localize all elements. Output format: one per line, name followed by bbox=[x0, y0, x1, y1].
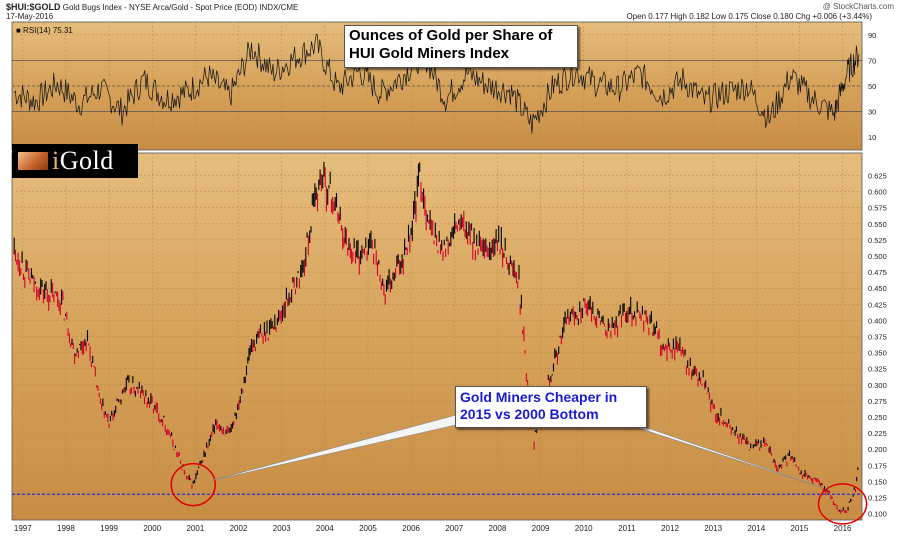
y-tick-label: 0.100 bbox=[868, 510, 887, 519]
rsi-tick-label: 90 bbox=[868, 31, 876, 40]
x-tick-label: 2007 bbox=[445, 524, 463, 533]
y-tick-label: 0.525 bbox=[868, 236, 887, 245]
x-tick-label: 2010 bbox=[575, 524, 593, 533]
y-tick-label: 0.125 bbox=[868, 493, 887, 502]
x-tick-label: 2001 bbox=[186, 524, 204, 533]
y-tick-label: 0.325 bbox=[868, 365, 887, 374]
x-tick-label: 2008 bbox=[489, 524, 507, 533]
watermark: @ StockCharts.com bbox=[822, 2, 894, 11]
logo-text: iGold bbox=[52, 146, 114, 176]
x-tick-label: 2003 bbox=[273, 524, 291, 533]
low-2000-circle bbox=[170, 462, 216, 507]
x-tick-label: 2014 bbox=[747, 524, 765, 533]
x-tick-label: 2005 bbox=[359, 524, 377, 533]
y-tick-label: 0.350 bbox=[868, 349, 887, 358]
x-tick-label: 1999 bbox=[100, 524, 118, 533]
x-tick-label: 2015 bbox=[791, 524, 809, 533]
x-tick-label: 2006 bbox=[402, 524, 420, 533]
y-tick-label: 0.625 bbox=[868, 172, 887, 181]
chart-description: Gold Bugs Index - NYSE Arca/Gold - Spot … bbox=[62, 3, 299, 12]
y-tick-label: 0.475 bbox=[868, 268, 887, 277]
rsi-tick-label: 30 bbox=[868, 108, 876, 117]
igold-logo: iGold bbox=[12, 144, 138, 178]
x-tick-label: 2012 bbox=[661, 524, 679, 533]
low-2015-circle bbox=[817, 483, 868, 525]
x-tick-label: 1997 bbox=[14, 524, 32, 533]
logo-word-gold: Gold bbox=[59, 146, 114, 175]
y-tick-label: 0.400 bbox=[868, 316, 887, 325]
y-tick-label: 0.300 bbox=[868, 381, 887, 390]
chart-symbol-line: $HUI:$GOLD Gold Bugs Index - NYSE Arca/G… bbox=[6, 2, 298, 12]
x-tick-label: 2002 bbox=[230, 524, 248, 533]
callout-line1: Gold Miners Cheaper in bbox=[460, 389, 618, 405]
x-tick-label: 2009 bbox=[532, 524, 550, 533]
rsi-line bbox=[13, 33, 860, 134]
chart-title-box: Ounces of Gold per Share of HUI Gold Min… bbox=[344, 25, 578, 68]
y-tick-label: 0.575 bbox=[868, 204, 887, 213]
y-tick-label: 0.425 bbox=[868, 300, 887, 309]
y-tick-label: 0.450 bbox=[868, 284, 887, 293]
y-tick-label: 0.375 bbox=[868, 333, 887, 342]
y-tick-label: 0.250 bbox=[868, 413, 887, 422]
x-tick-label: 2013 bbox=[704, 524, 722, 533]
rsi-label: ■ RSI(14) 75.31 bbox=[16, 26, 73, 35]
chart-title-line1: Ounces of Gold per Share of bbox=[349, 27, 553, 44]
callout-box: Gold Miners Cheaper in 2015 vs 2000 Bott… bbox=[455, 386, 647, 428]
callout-line2: 2015 vs 2000 Bottom bbox=[460, 406, 599, 422]
y-tick-label: 0.600 bbox=[868, 188, 887, 197]
y-tick-label: 0.175 bbox=[868, 461, 887, 470]
quote-line: Open 0.177 High 0.182 Low 0.175 Close 0.… bbox=[626, 12, 872, 21]
rsi-tick-label: 10 bbox=[868, 133, 876, 142]
x-tick-label: 2004 bbox=[316, 524, 334, 533]
x-tick-label: 2000 bbox=[143, 524, 161, 533]
rsi-tick-label: 50 bbox=[868, 82, 876, 91]
y-tick-label: 0.275 bbox=[868, 397, 887, 406]
chart-title-line2: HUI Gold Miners Index bbox=[349, 45, 510, 62]
x-tick-label: 2016 bbox=[834, 524, 852, 533]
chart-date: 17-May-2016 bbox=[6, 12, 54, 21]
y-tick-label: 0.150 bbox=[868, 477, 887, 486]
chart-symbol: $HUI:$GOLD bbox=[6, 2, 61, 12]
y-tick-label: 0.550 bbox=[868, 220, 887, 229]
x-tick-label: 2011 bbox=[618, 524, 636, 533]
logo-letter-i: i bbox=[52, 146, 60, 175]
y-tick-label: 0.500 bbox=[868, 252, 887, 261]
gold-bar-icon bbox=[18, 152, 48, 170]
y-tick-label: 0.200 bbox=[868, 445, 887, 454]
x-tick-label: 1998 bbox=[57, 524, 75, 533]
rsi-tick-label: 70 bbox=[868, 56, 876, 65]
y-tick-label: 0.225 bbox=[868, 429, 887, 438]
